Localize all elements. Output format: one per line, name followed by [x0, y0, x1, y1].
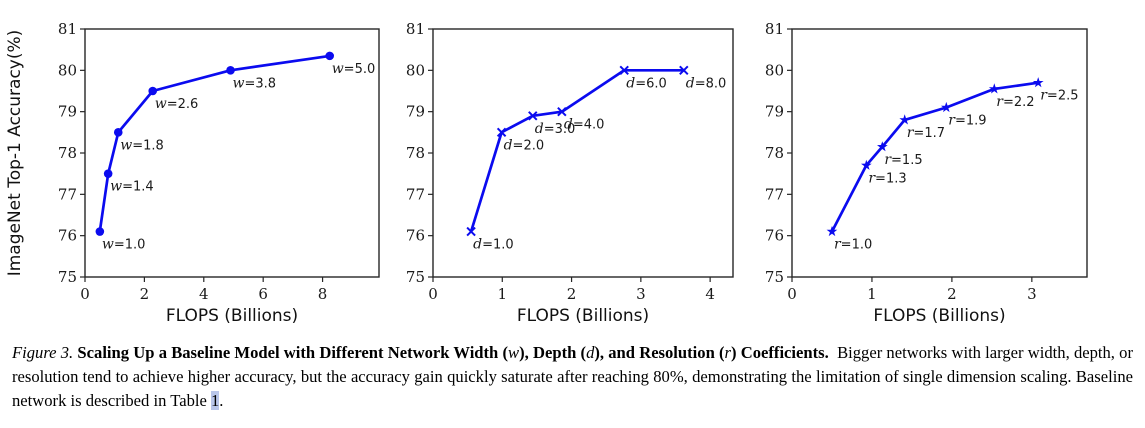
x-tick-label: 6 — [258, 285, 268, 303]
data-point-marker — [899, 114, 910, 125]
y-tick-label: 79 — [406, 103, 425, 121]
data-point-marker — [988, 83, 1000, 94]
y-tick-label: 75 — [58, 268, 77, 286]
y-tick-label: 78 — [406, 144, 425, 162]
point-label: r=1.3 — [868, 170, 906, 186]
caption-text-segment: Bigger networks with larger width, depth… — [12, 343, 1133, 410]
data-point-marker — [103, 169, 113, 178]
point-label: d=6.0 — [626, 75, 667, 91]
data-point-marker — [113, 128, 123, 137]
y-tick-label: 76 — [765, 227, 784, 245]
data-point-marker — [466, 226, 476, 237]
y-tick-label: 81 — [765, 20, 784, 38]
point-label: d=8.0 — [686, 75, 727, 91]
x-tick-label: 0 — [428, 285, 438, 303]
caption-text-segment: w — [508, 343, 520, 362]
point-label: w=1.4 — [110, 179, 154, 195]
y-tick-label: 80 — [58, 61, 77, 79]
caption-text-segment: ), Depth ( — [519, 343, 587, 362]
y-tick-label: 77 — [58, 185, 77, 203]
y-tick-label: 79 — [58, 103, 77, 121]
caption-text-segment: . — [219, 390, 224, 410]
data-point-marker — [877, 141, 888, 152]
data-point-marker — [148, 86, 158, 96]
y-tick-label: 76 — [406, 227, 425, 245]
data-point-marker — [941, 101, 952, 113]
x-tick-label: 2 — [567, 285, 577, 303]
data-point-marker — [226, 66, 235, 75]
depth-scaling-chart: 0 1 2 3 4 75 76 77 78 79 80 81 FLOPS (Billions) d=1.0… — [406, 20, 734, 326]
y-tick-label: 78 — [765, 144, 784, 162]
data-point-marker — [619, 65, 629, 76]
point-label: w=5.0 — [332, 61, 376, 77]
y-tick-label: 75 — [406, 268, 425, 286]
data-point-marker — [496, 127, 507, 138]
y-tick-label: 80 — [406, 61, 425, 79]
data-point-marker — [325, 51, 335, 61]
data-line — [469, 68, 686, 233]
x-tick-label: 3 — [1027, 285, 1037, 303]
data-point-marker — [1032, 77, 1044, 88]
figure-canvas: 0 2 4 6 8 75 76 77 78 79 80 81 FLOPS (Billions) Image… — [5, 20, 1088, 326]
point-label: r=1.7 — [907, 125, 945, 141]
y-axis-label: ImageNet Top-1 Accuracy(%) — [5, 30, 25, 277]
y-tick-label: 81 — [406, 20, 425, 38]
point-label: d=3.0 — [535, 121, 576, 137]
point-label: r=2.5 — [1040, 88, 1078, 104]
x-tick-label: 1 — [498, 285, 508, 303]
caption-text-segment: Figure 3. — [12, 343, 74, 362]
data-point-marker — [861, 159, 872, 170]
caption-text-segment: Scaling Up a Baseline Model with Differe… — [77, 343, 509, 362]
table-1-link[interactable]: 1 — [211, 390, 220, 410]
figure-caption: Figure 3. Scaling Up a Baseline Model wi… — [12, 341, 1133, 412]
x-tick-label: 0 — [787, 285, 797, 303]
data-point-marker — [528, 111, 538, 121]
point-label: r=1.9 — [948, 113, 986, 129]
data-point-marker — [826, 225, 838, 237]
data-point-marker — [557, 106, 567, 117]
y-tick-label: 75 — [765, 268, 784, 286]
caption-text-segment: ), and Resolution ( — [594, 343, 725, 362]
caption-text-segment: d — [586, 343, 595, 362]
width-scaling-chart: 0 2 4 6 8 75 76 77 78 79 80 81 FLOPS (Billions) Image… — [5, 20, 380, 326]
point-label: d=2.0 — [504, 137, 545, 153]
y-tick-label: 80 — [765, 61, 784, 79]
y-tick-label: 77 — [406, 185, 425, 203]
resolution-scaling-chart: 0 1 2 3 75 76 77 78 79 80 81 FLOPS (Billions) r=1.0 r… — [765, 20, 1088, 326]
data-point-marker — [95, 227, 105, 236]
x-tick-label: 4 — [705, 285, 715, 303]
point-label: w=2.6 — [155, 96, 199, 112]
y-tick-label: 76 — [58, 227, 77, 245]
y-tick-label: 78 — [58, 144, 77, 162]
x-tick-label: 2 — [140, 285, 150, 303]
x-axis-label: FLOPS (Billions) — [166, 306, 298, 326]
data-point-marker — [679, 65, 689, 76]
x-axis-label: FLOPS (Billions) — [517, 306, 649, 326]
data-line — [98, 54, 332, 233]
y-tick-label: 77 — [765, 185, 784, 203]
x-tick-label: 2 — [947, 285, 957, 303]
caption-text-segment: ) Coefficients. — [731, 343, 829, 362]
point-label: r=1.0 — [834, 237, 872, 253]
point-label: w=1.0 — [102, 237, 146, 253]
x-tick-label: 1 — [867, 285, 877, 303]
y-tick-label: 81 — [58, 20, 77, 38]
point-label: r=2.2 — [996, 94, 1034, 110]
y-tick-label: 79 — [765, 103, 784, 121]
point-label: d=1.0 — [473, 237, 514, 253]
x-tick-label: 4 — [199, 285, 209, 303]
x-tick-label: 8 — [318, 285, 328, 303]
point-label: d=4.0 — [564, 117, 605, 133]
point-label: w=1.8 — [120, 137, 164, 153]
point-label: r=1.5 — [884, 152, 922, 168]
x-axis-label: FLOPS (Billions) — [873, 306, 1005, 326]
x-tick-label: 3 — [636, 285, 646, 303]
x-tick-label: 0 — [80, 285, 90, 303]
caption-text-segment: r — [724, 343, 732, 362]
point-label: w=3.8 — [233, 75, 277, 91]
